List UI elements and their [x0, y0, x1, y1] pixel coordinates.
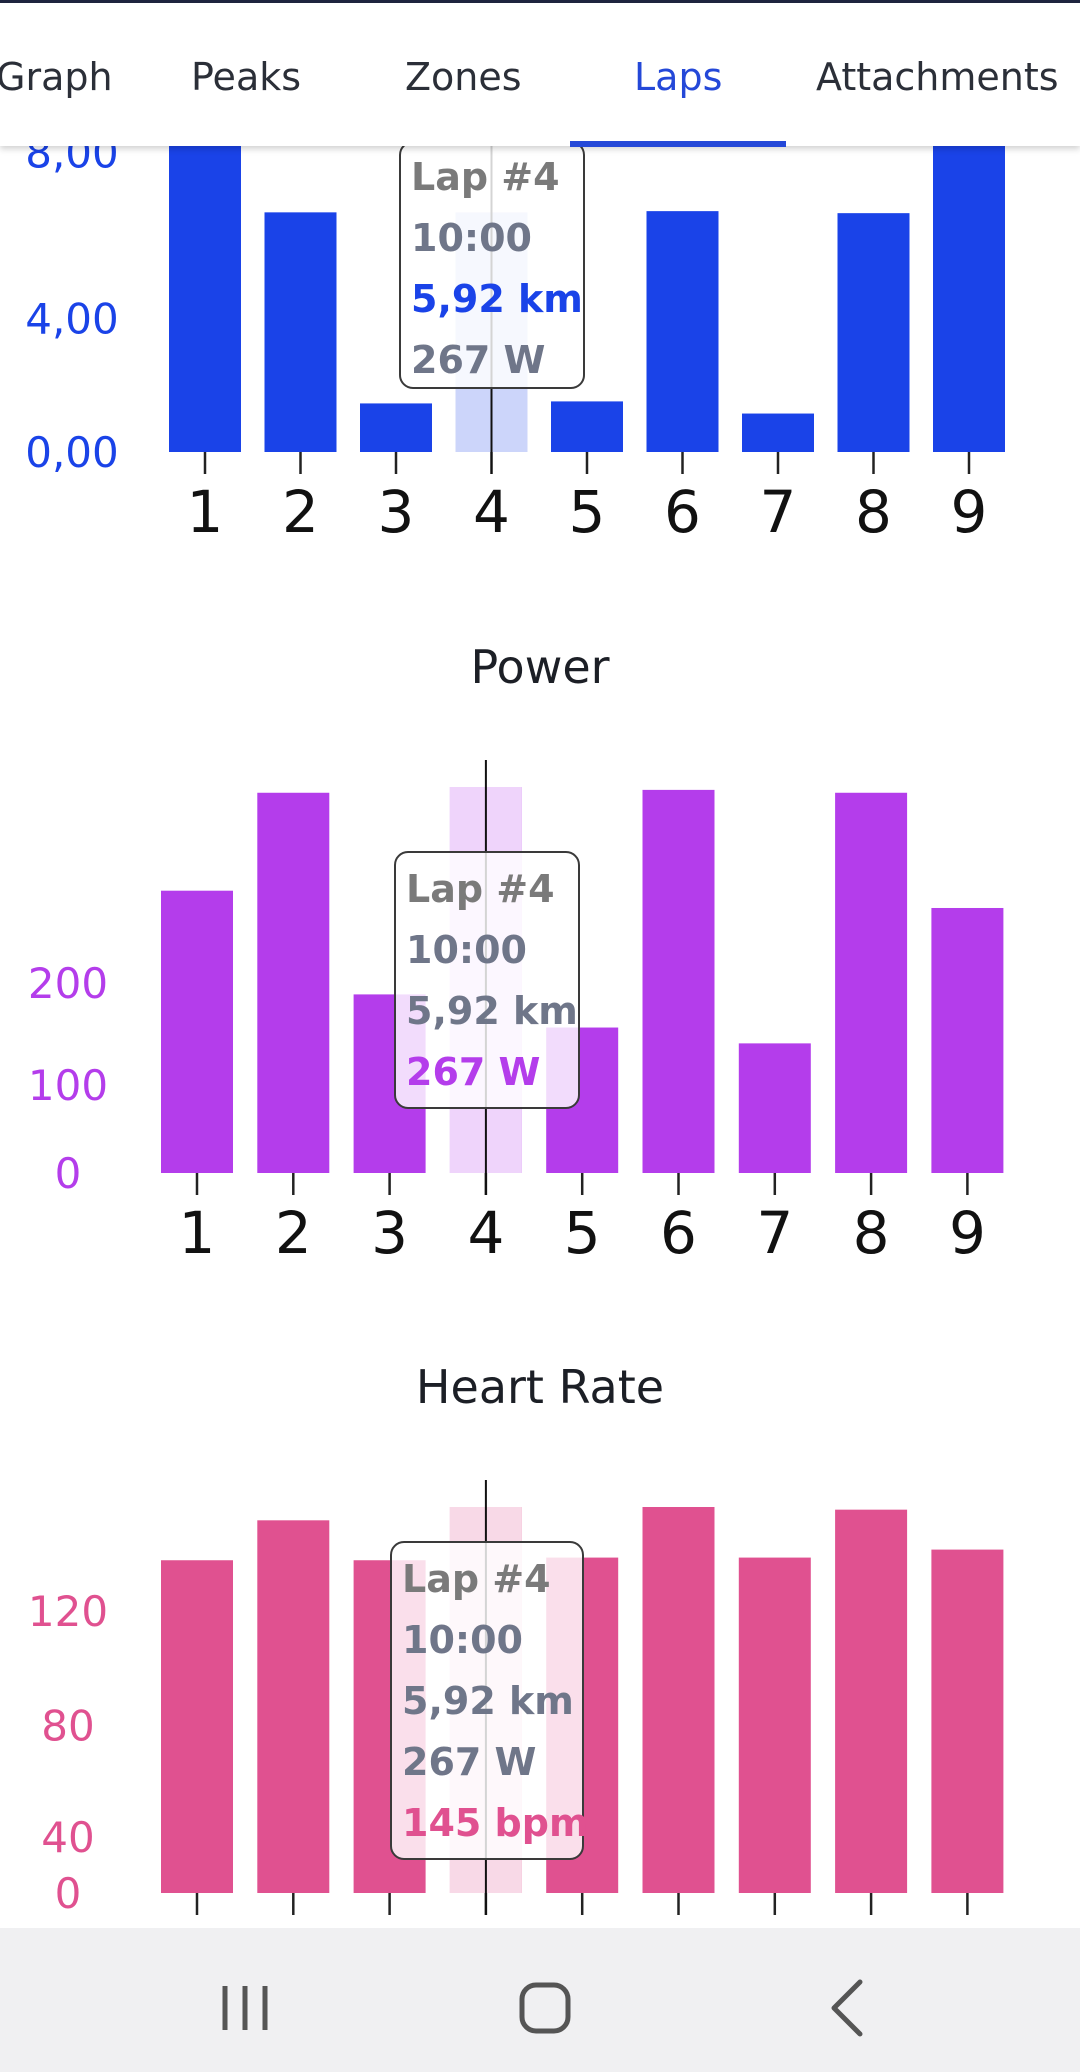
home-icon[interactable] — [505, 1968, 585, 2048]
tooltip-time: 10:00 — [411, 216, 532, 260]
y-tick-label: 0 — [55, 1869, 82, 1918]
tooltip-power: 267 W — [406, 1050, 541, 1094]
bar — [257, 792, 330, 1173]
x-tick-label: 4 — [467, 1199, 504, 1267]
heart-rate-chart-tooltip: Lap #4 10:00 5,92 km 267 W 145 bpm — [390, 1541, 589, 1860]
bar — [551, 401, 623, 452]
tooltip-lap: Lap #4 — [402, 1557, 551, 1601]
y-tick-label: 0 — [55, 1149, 82, 1198]
bar — [646, 211, 719, 452]
bar — [264, 212, 337, 452]
tooltip-time: 10:00 — [402, 1618, 523, 1662]
bar — [931, 907, 1004, 1173]
bar — [835, 792, 908, 1173]
tooltip-distance: 5,92 km — [402, 1679, 574, 1723]
tab-attachments[interactable]: Attachments — [816, 55, 1059, 99]
bar — [161, 890, 233, 1173]
x-tick-label: 3 — [371, 1199, 408, 1267]
bar — [835, 1509, 908, 1893]
bar — [642, 1507, 715, 1893]
x-tick-label: 2 — [282, 478, 319, 546]
y-tick-label: 80 — [41, 1701, 94, 1750]
x-tick-label: 1 — [187, 478, 224, 546]
status-divider — [0, 0, 1080, 3]
x-tick-label: 9 — [951, 478, 988, 546]
x-tick-label: 2 — [275, 1199, 312, 1267]
tab-laps[interactable]: Laps — [634, 55, 723, 99]
active-tab-indicator — [570, 141, 786, 147]
x-tick-label: 5 — [564, 1199, 601, 1267]
x-tick-label: 7 — [760, 478, 797, 546]
x-tick-label: 3 — [378, 478, 415, 546]
tooltip-power: 267 W — [411, 338, 546, 382]
tooltip-distance: 5,92 km — [411, 277, 583, 321]
system-nav-bar — [0, 1928, 1080, 2072]
bar — [642, 789, 715, 1173]
bar — [931, 1549, 1004, 1893]
bar — [742, 413, 814, 452]
x-tick-label: 5 — [569, 478, 606, 546]
bar — [738, 1557, 811, 1893]
tooltip-distance: 5,92 km — [406, 989, 578, 1033]
heart-rate-chart-title: Heart Rate — [415, 1360, 665, 1414]
bar — [169, 146, 241, 452]
bar — [738, 1043, 811, 1173]
tooltip-lap: Lap #4 — [406, 867, 555, 911]
y-tick-label: 4,00 — [25, 294, 119, 343]
x-tick-label: 6 — [660, 1199, 697, 1267]
tab-graph[interactable]: Graph — [0, 55, 113, 99]
x-tick-label: 4 — [473, 478, 510, 546]
y-tick-label: 200 — [28, 959, 108, 1008]
recent-apps-icon[interactable] — [205, 1968, 285, 2048]
bar — [161, 1560, 233, 1893]
distance-chart-tooltip: Lap #4 10:00 5,92 km 267 W — [399, 141, 585, 389]
tooltip-lap: Lap #4 — [411, 155, 560, 199]
bar — [257, 1520, 330, 1893]
x-tick-label: 8 — [855, 478, 892, 546]
power-chart-tooltip: Lap #4 10:00 5,92 km 267 W — [394, 851, 580, 1109]
y-tick-label: 120 — [28, 1587, 108, 1636]
bar — [837, 213, 910, 452]
x-tick-label: 6 — [664, 478, 701, 546]
power-chart-title: Power — [470, 640, 610, 694]
bar — [933, 146, 1005, 452]
tooltip-heart-rate: 145 bpm — [402, 1801, 589, 1845]
y-tick-label: 0,00 — [25, 428, 119, 477]
tab-zones[interactable]: Zones — [405, 55, 522, 99]
y-tick-label: 40 — [41, 1813, 94, 1862]
tooltip-time: 10:00 — [406, 928, 527, 972]
x-tick-label: 1 — [179, 1199, 216, 1267]
y-tick-label: 100 — [28, 1061, 108, 1110]
tooltip-power: 267 W — [402, 1740, 537, 1784]
x-tick-label: 9 — [949, 1199, 986, 1267]
y-tick-label: 8,00 — [25, 146, 119, 177]
back-icon[interactable] — [808, 1968, 888, 2048]
x-tick-label: 8 — [853, 1199, 890, 1267]
tab-peaks[interactable]: Peaks — [191, 55, 302, 99]
bar — [360, 403, 432, 452]
tab-bar: Graph Peaks Zones Laps Attachments — [0, 3, 1080, 147]
x-tick-label: 7 — [756, 1199, 793, 1267]
